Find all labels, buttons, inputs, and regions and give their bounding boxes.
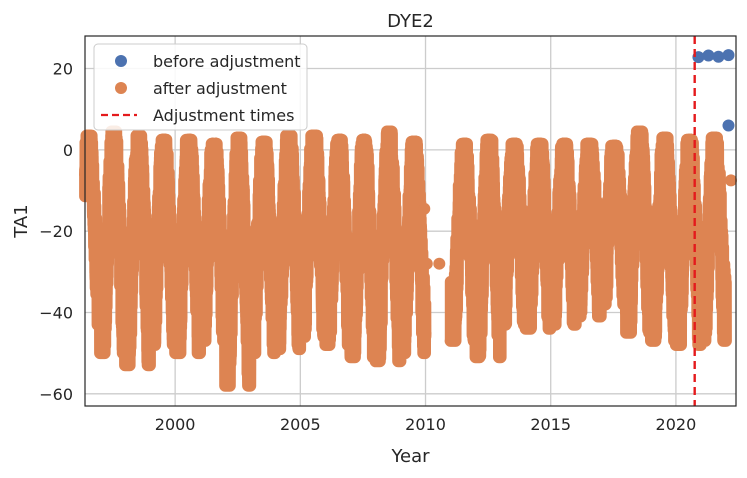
y-tick-labels: 20 0 −20 −40 −60	[39, 60, 73, 404]
x-tick-label: 2000	[155, 415, 196, 434]
plot-frame	[84, 35, 737, 407]
after-adjustment-point	[724, 174, 737, 187]
chart-title: DYE2	[387, 11, 434, 32]
series-before-adjustment	[692, 49, 735, 132]
before-adjustment-point	[712, 50, 725, 63]
series-after-adjustment	[79, 125, 737, 392]
y-tick-label: 0	[63, 141, 73, 160]
after-adjustment-point	[418, 202, 431, 215]
legend-label-before: before adjustment	[153, 52, 301, 71]
after-adjustment-point	[420, 257, 433, 270]
y-tick-label: −60	[39, 385, 73, 404]
after-adjustment-trace	[79, 125, 732, 392]
legend-label-adjustment: Adjustment times	[153, 106, 294, 125]
y-tick-label: −40	[39, 303, 73, 322]
y-axis-label: TA1	[11, 204, 32, 238]
x-axis-label: Year	[390, 446, 430, 467]
before-adjustment-point	[722, 119, 735, 132]
x-tick-label: 2010	[405, 415, 446, 434]
x-tick-label: 2020	[656, 415, 697, 434]
legend: before adjustment after adjustment Adjus…	[93, 43, 308, 131]
legend-label-after: after adjustment	[153, 79, 287, 98]
legend-marker-after	[115, 82, 127, 94]
x-tick-label: 2005	[280, 415, 321, 434]
y-tick-label: −20	[39, 222, 73, 241]
legend-box	[93, 43, 308, 131]
x-tick-label: 2015	[530, 415, 571, 434]
x-tick-labels: 2000 2005 2010 2015 2020	[155, 415, 696, 434]
before-adjustment-point	[722, 49, 735, 62]
y-tick-label: 20	[53, 60, 73, 79]
legend-marker-before	[115, 55, 127, 67]
after-adjustment-point	[433, 257, 446, 270]
before-adjustment-point	[702, 49, 715, 62]
